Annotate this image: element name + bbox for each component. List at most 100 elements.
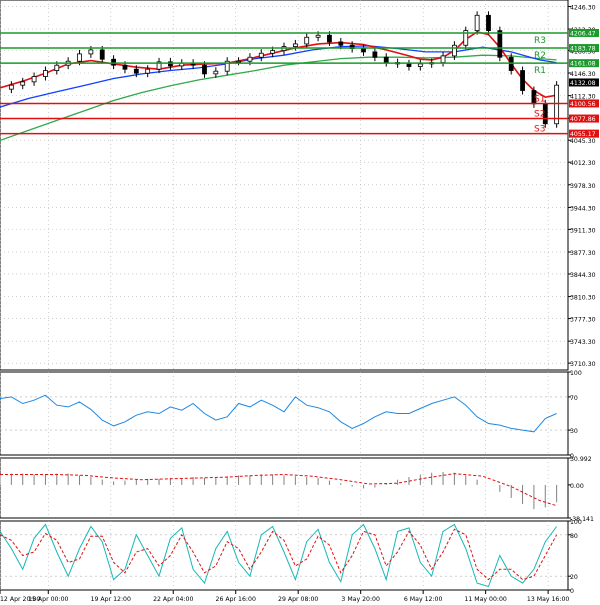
level-price-box-s3 [569, 129, 599, 138]
stoch-tick-label: 100 [570, 519, 582, 526]
current-price-label: 4132.08 [570, 80, 596, 87]
price-tick-label: 3877.30 [570, 250, 596, 257]
level-price-box-r2 [569, 44, 599, 53]
level-price-s2: 4077.86 [570, 116, 596, 123]
candle-body [202, 64, 207, 75]
candle-body [99, 49, 105, 60]
rsi-frame [0, 371, 569, 456]
candle-body [554, 84, 560, 125]
price-tick-label: 3810.30 [570, 295, 596, 302]
level-price-r1: 4161.08 [570, 61, 596, 68]
macd-tick-label: -38.141 [570, 516, 594, 523]
level-price-box-r1 [569, 59, 599, 68]
candle-body [88, 49, 94, 55]
x-tick-label: 6 May 12:00 [404, 596, 443, 603]
candle-body [315, 34, 321, 38]
x-tick-label: 11 May 00:00 [464, 596, 506, 603]
rsi-line [0, 394, 557, 433]
candle-body [327, 34, 332, 43]
x-tick-label: 13 May 16:00 [527, 596, 569, 603]
candle-body [145, 68, 151, 74]
level-price-box-s2 [569, 114, 599, 123]
macd-signal-line [0, 473, 557, 507]
level-price-s1: 4100.56 [570, 101, 596, 108]
x-tick-label: 26 Apr 16:00 [216, 596, 256, 603]
candle-body [270, 50, 276, 54]
candle-body [122, 64, 128, 70]
price-panel: 4246.304212.304180.304146.304112.304078.… [0, 0, 599, 371]
x-tick-label: 12 Apr 20:00 [0, 596, 40, 603]
stoch-tick-label: 80 [570, 533, 578, 540]
candle-body [43, 70, 48, 77]
candle-body [258, 52, 264, 58]
candle-body [451, 44, 457, 57]
x-tick-label: 3 May 20:00 [341, 596, 380, 603]
candle-body [20, 81, 26, 86]
price-tick-label: 3743.30 [570, 339, 596, 346]
price-tick-label: 4246.30 [570, 4, 596, 11]
level-label-s1: S1 [534, 94, 545, 104]
candle-body [463, 30, 469, 46]
candle-body [54, 64, 60, 71]
x-tick-label: 29 Apr 08:00 [278, 596, 318, 603]
rsi-tick-label: 100 [570, 370, 582, 377]
price-tick-label: 3844.30 [570, 272, 596, 279]
rsi-panel: 100 70 30 0 [0, 370, 582, 460]
candle-body [304, 36, 310, 45]
price-tick-label: 3978.30 [570, 183, 596, 190]
stoch-tick-label: 0 [570, 588, 574, 595]
current-price-box [569, 78, 599, 87]
candle-body [440, 55, 446, 63]
candle-body [406, 63, 412, 67]
candle-body [156, 61, 162, 70]
level-label-s2: S2 [534, 110, 545, 120]
stoch_signal-line [0, 528, 558, 581]
candle-body [474, 14, 480, 32]
candle-body [111, 58, 116, 66]
candle-body [224, 60, 230, 72]
price-tick-label: 4112.30 [570, 94, 596, 101]
macd-tick-label: 0.00 [570, 483, 584, 490]
candle-body [213, 70, 219, 75]
candle-body [383, 56, 389, 63]
level-price-box-r3 [569, 28, 599, 37]
x-tick-label: 15 Apr 00:00 [28, 596, 68, 603]
rsi-tick-label: 0 [570, 453, 574, 460]
rsi-tick-label: 30 [570, 428, 578, 435]
candle-body [338, 41, 344, 46]
stoch_main-line [0, 523, 558, 588]
macd-panel: 30.992 0.00 -38.141 [0, 456, 594, 523]
level-label-s3: S3 [534, 125, 545, 135]
level-label-r3: R3 [534, 36, 546, 46]
candle-body [520, 70, 525, 91]
price-tick-label: 3944.30 [570, 205, 596, 212]
price-tick-label: 4045.30 [570, 138, 596, 145]
candle-body [486, 14, 491, 32]
candle-body [77, 53, 82, 62]
level-price-s3: 4055.17 [570, 131, 596, 138]
candle-body [236, 60, 241, 63]
price-tick-label: 3911.30 [570, 227, 596, 234]
level-price-r2: 4183.78 [570, 46, 596, 53]
level-price-box-s1 [569, 99, 599, 108]
candle-body [497, 30, 503, 58]
price-tick-label: 4012.30 [570, 160, 596, 167]
x-tick-label: 22 Apr 04:00 [153, 596, 193, 603]
level-price-r3: 4206.47 [570, 30, 596, 37]
price-tick-label: 3777.30 [570, 317, 596, 324]
candle-body [361, 48, 366, 53]
stoch-frame [0, 520, 569, 591]
x-tick-label: 19 Apr 12:00 [91, 596, 131, 603]
rsi-tick-label: 70 [570, 395, 578, 402]
candle-body [292, 43, 298, 47]
candle-body [417, 63, 423, 67]
level-label-r2: R2 [534, 51, 546, 61]
macd-tick-label: 30.992 [570, 456, 592, 463]
level-label-r1: R1 [534, 66, 546, 76]
candle-body [372, 51, 378, 58]
price-tick-label: 4146.30 [570, 71, 596, 78]
price-tick-label: 3710.30 [570, 361, 596, 368]
macd-frame [0, 457, 569, 519]
